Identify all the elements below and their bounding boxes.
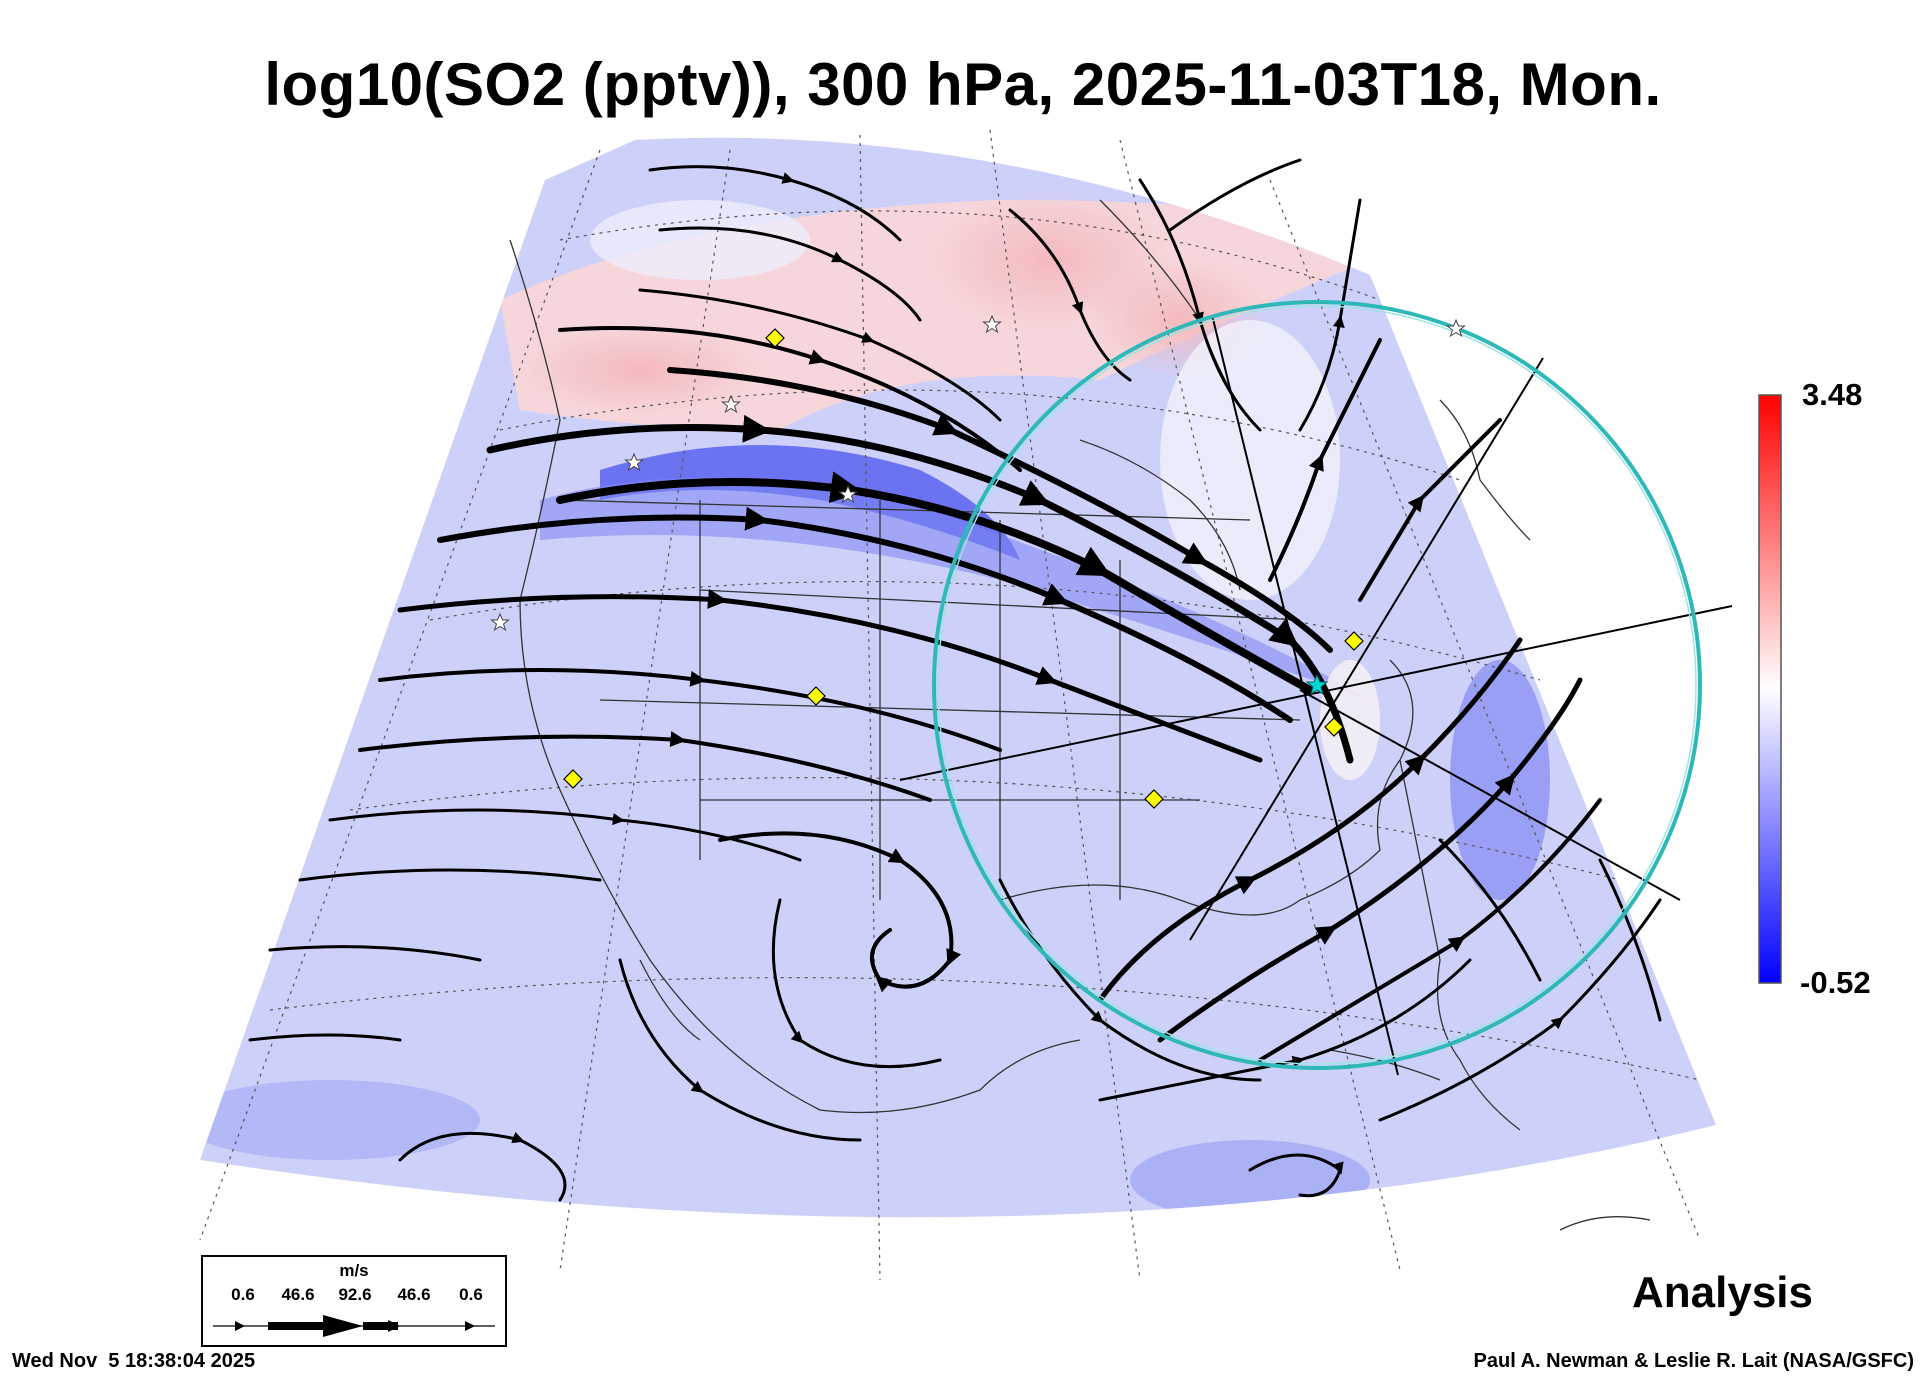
station-diamonds — [563, 328, 1364, 809]
diamond-marker — [1344, 631, 1364, 651]
colorbar-max-label: 3.48 — [1802, 377, 1863, 412]
legend-tick: 0.6 — [231, 1285, 255, 1304]
diamond-marker — [563, 769, 583, 789]
wind-speed-legend: m/s 0.6 46.6 92.6 46.6 0.6 — [201, 1255, 507, 1347]
star-marker — [838, 484, 858, 504]
legend-arrow-scale — [213, 1315, 495, 1337]
diamond-marker — [765, 328, 785, 348]
colorbar — [1758, 394, 1782, 984]
range-circle — [932, 300, 1702, 1070]
plot-title: log10(SO2 (pptv)), 300 hPa, 2025-11-03T1… — [264, 51, 1662, 118]
product-label: Analysis — [1632, 1268, 1813, 1317]
legend-unit: m/s — [339, 1261, 369, 1280]
star-marker — [721, 394, 741, 414]
diamond-marker — [1144, 789, 1164, 809]
timestamp: Wed Nov 5 18:38:04 2025 — [12, 1350, 256, 1372]
diamond-marker — [806, 686, 826, 706]
so2-field — [200, 137, 1716, 1218]
star-marker — [490, 612, 510, 632]
credit: Paul A. Newman & Leslie R. Lait (NASA/GS… — [1473, 1350, 1914, 1372]
legend-tick: 0.6 — [459, 1285, 483, 1304]
colorbar-min-label: -0.52 — [1800, 965, 1871, 1000]
legend-tick: 46.6 — [281, 1285, 315, 1304]
track-lines — [899, 314, 1733, 1076]
wind-streamlines — [248, 158, 1662, 1202]
legend-tick: 92.6 — [338, 1285, 372, 1304]
star-marker — [982, 314, 1002, 334]
station-stars — [490, 314, 1466, 632]
legend-tick: 46.6 — [397, 1285, 431, 1304]
star-marker — [624, 452, 644, 472]
star-marker — [1446, 318, 1466, 338]
center-star — [1305, 673, 1329, 696]
diamond-marker — [1324, 717, 1344, 737]
